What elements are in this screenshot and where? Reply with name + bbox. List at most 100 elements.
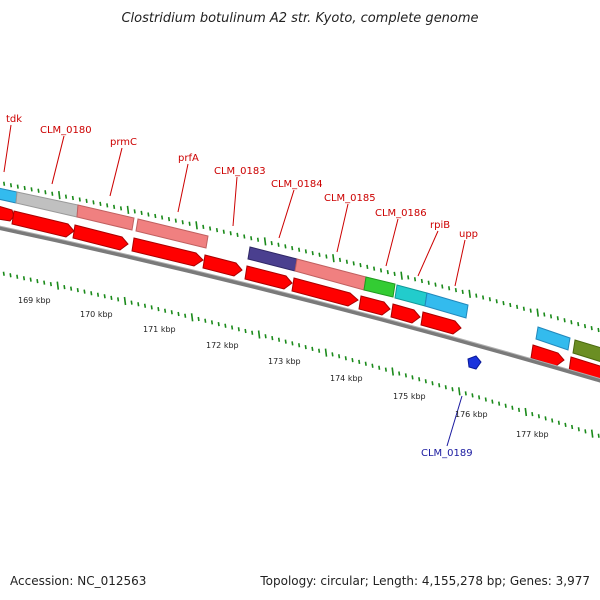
minor-tick xyxy=(461,289,464,295)
topology-text: Topology: circular; Length: 4,155,278 bp… xyxy=(260,574,590,588)
minor-tick xyxy=(110,295,113,301)
minor-tick xyxy=(256,237,260,242)
major-tick xyxy=(58,191,61,200)
minor-tick xyxy=(51,191,54,196)
minor-tick xyxy=(202,224,205,230)
gene-arrow xyxy=(568,356,600,381)
gene-arrow xyxy=(291,277,359,307)
gene-label-clm0186: CLM_0186 xyxy=(375,208,427,219)
gene-arrow xyxy=(530,344,565,367)
major-tick xyxy=(126,205,130,214)
kbp-label: 173 kbp xyxy=(268,357,301,366)
minor-tick xyxy=(119,206,123,211)
minor-tick xyxy=(504,403,507,408)
minor-tick xyxy=(29,277,32,282)
minor-tick xyxy=(491,399,494,404)
minor-tick xyxy=(475,293,478,298)
minor-tick xyxy=(154,213,157,219)
minor-tick xyxy=(398,371,401,376)
gene-label-clm0189: CLM_0189 xyxy=(421,448,473,459)
minor-tick xyxy=(103,294,106,299)
minor-tick xyxy=(229,231,232,236)
minor-tick xyxy=(488,297,491,302)
minor-tick xyxy=(264,334,267,339)
minor-tick xyxy=(378,365,381,370)
minor-tick xyxy=(76,287,79,293)
minor-tick xyxy=(83,289,86,294)
major-tick xyxy=(324,348,328,357)
minor-tick xyxy=(502,300,505,306)
minor-tick xyxy=(184,313,187,318)
major-tick xyxy=(195,221,198,230)
feature-upp-box xyxy=(424,292,469,319)
accession-text: Accession: NC_012563 xyxy=(10,574,147,588)
major-tick xyxy=(190,313,194,322)
minor-tick xyxy=(379,268,383,273)
minor-tick xyxy=(271,335,274,341)
minor-tick xyxy=(92,200,95,205)
minor-tick xyxy=(250,236,253,241)
minor-tick xyxy=(210,320,214,325)
gene-label-prmc: prmC xyxy=(110,137,137,148)
minor-tick xyxy=(291,245,294,251)
kbp-tick-track xyxy=(2,271,600,438)
major-tick xyxy=(263,237,267,246)
minor-tick xyxy=(431,381,434,386)
minor-tick xyxy=(43,280,46,285)
minor-tick xyxy=(537,414,540,419)
gene-arrow xyxy=(202,254,243,277)
minor-tick xyxy=(563,318,566,323)
minor-tick xyxy=(444,385,447,390)
feature-prfa-box xyxy=(135,218,209,249)
minor-tick xyxy=(181,220,184,225)
minor-tick xyxy=(471,393,474,398)
major-tick xyxy=(56,281,60,290)
gene-arrow xyxy=(420,311,462,335)
minor-tick xyxy=(277,337,281,342)
minor-tick xyxy=(37,188,40,193)
kbp-label: 174 kbp xyxy=(330,374,363,383)
minor-tick xyxy=(243,234,246,239)
gene-arrow xyxy=(72,224,129,251)
minor-tick xyxy=(338,257,342,263)
kbp-label: 176 kbp xyxy=(455,410,488,419)
minor-tick xyxy=(427,280,430,285)
gene-label-tdk: tdk xyxy=(6,114,22,125)
minor-tick xyxy=(543,312,546,317)
minor-tick xyxy=(217,321,220,327)
major-tick xyxy=(332,254,335,263)
minor-tick xyxy=(231,325,234,330)
minor-tick xyxy=(451,387,454,392)
gene-label-rpib: rpiB xyxy=(430,220,450,231)
minor-tick xyxy=(418,377,421,382)
minor-tick xyxy=(531,411,534,417)
minor-tick xyxy=(438,383,441,388)
kbp-label: 177 kbp xyxy=(516,430,549,439)
minor-tick xyxy=(584,429,587,434)
minor-tick xyxy=(358,359,361,365)
gene-arrow xyxy=(390,303,421,324)
minor-tick xyxy=(215,227,219,233)
minor-tick xyxy=(577,321,580,327)
feature-clm0184-box xyxy=(247,246,298,272)
minor-tick xyxy=(298,343,301,348)
minor-tick xyxy=(424,379,427,384)
minor-tick xyxy=(352,261,355,266)
minor-tick xyxy=(448,286,451,291)
minor-tick xyxy=(157,306,160,312)
minor-tick xyxy=(549,314,553,319)
minor-tick xyxy=(498,401,501,406)
minor-tick xyxy=(90,291,93,296)
minor-tick xyxy=(224,323,227,328)
major-tick xyxy=(400,271,403,280)
minor-tick xyxy=(509,302,512,308)
major-tick xyxy=(468,289,471,298)
genome-backbone xyxy=(0,226,600,383)
gene-label-prfa: prfA xyxy=(178,153,199,164)
minor-tick xyxy=(556,316,559,321)
gene-label-clm0185: CLM_0185 xyxy=(324,193,376,204)
minor-tick xyxy=(484,397,487,402)
forward-gene-track xyxy=(0,206,600,381)
minor-tick xyxy=(386,269,389,275)
